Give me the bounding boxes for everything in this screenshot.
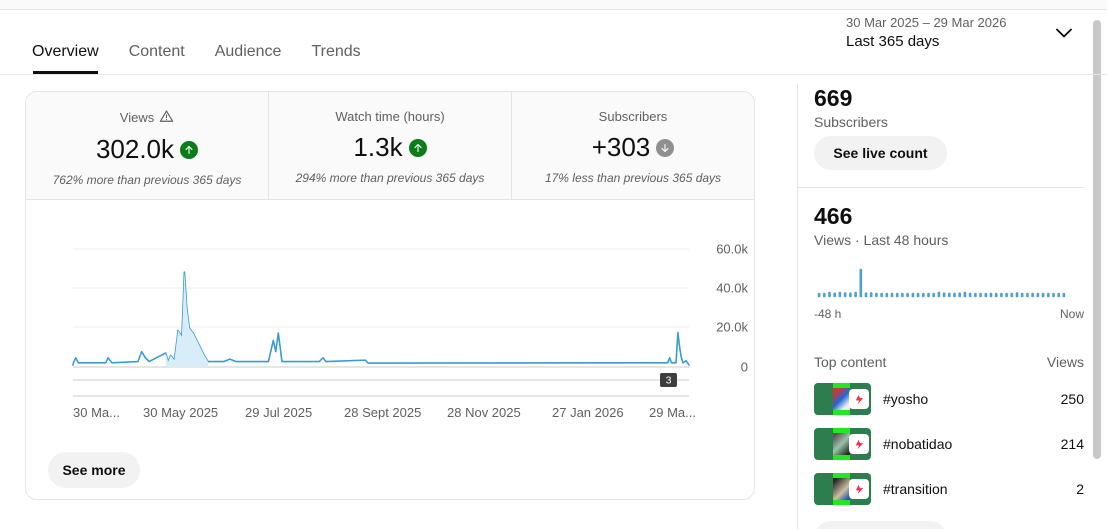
svg-text:3: 3: [666, 375, 672, 387]
